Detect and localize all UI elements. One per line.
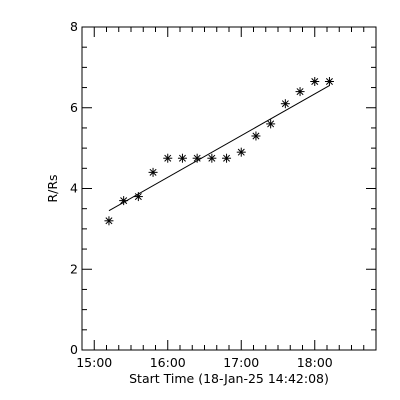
fit-line-group: [108, 85, 330, 212]
data-point: [266, 119, 276, 129]
x-axis-label: Start Time (18-Jan-25 14:42:08): [129, 371, 329, 386]
data-point: [148, 167, 158, 177]
plot-area-border: [81, 26, 377, 351]
y-tick-label: 2: [70, 261, 78, 276]
data-point: [163, 153, 173, 163]
data-point: [280, 99, 290, 109]
x-tick-label: 16:00: [150, 355, 186, 370]
data-point: [251, 131, 261, 141]
y-tick-label: 8: [70, 19, 78, 34]
data-point: [207, 153, 217, 163]
data-point: [133, 192, 143, 202]
x-tick-label: 17:00: [223, 355, 259, 370]
data-point: [119, 196, 129, 206]
y-axis-ticks: 0 2 4 6 8: [70, 19, 376, 357]
data-point: [310, 77, 320, 87]
data-point: [222, 153, 232, 163]
y-axis-label: R/Rs: [45, 174, 60, 202]
data-point: [104, 216, 114, 226]
data-point: [236, 147, 246, 157]
x-axis-ticks: 15:00 16:00 17:00 18:00: [76, 27, 377, 370]
y-tick-label: 4: [70, 181, 78, 196]
data-point: [192, 153, 202, 163]
data-point: [324, 77, 334, 87]
y-tick-label: 6: [70, 100, 78, 115]
fit-line: [108, 85, 330, 212]
x-tick-label: 18:00: [297, 355, 333, 370]
data-point: [177, 153, 187, 163]
plot-frame: [81, 26, 377, 351]
data-point: [295, 87, 305, 97]
y-tick-label: 0: [70, 342, 78, 357]
data-points: [104, 77, 334, 226]
x-tick-label: 15:00: [76, 355, 112, 370]
